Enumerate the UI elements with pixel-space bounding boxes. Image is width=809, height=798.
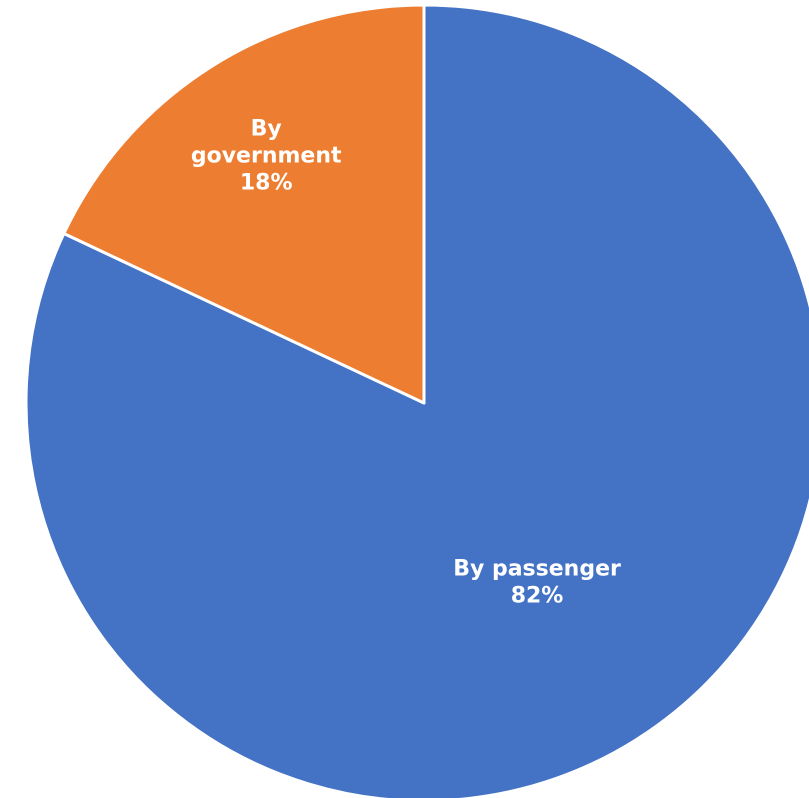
- pie-label-line: 18%: [240, 170, 293, 195]
- pie-slice-by-government: [62, 3, 426, 405]
- pie-label-line: government: [191, 143, 342, 168]
- pie-slice-label-by-passenger: By passenger 82%: [453, 557, 621, 609]
- pie-label-line: By passenger: [453, 557, 621, 582]
- pie-label-line: 82%: [511, 584, 564, 609]
- pie-label-line: By: [251, 116, 282, 141]
- pie-slice-label-by-government: By government 18%: [191, 116, 342, 195]
